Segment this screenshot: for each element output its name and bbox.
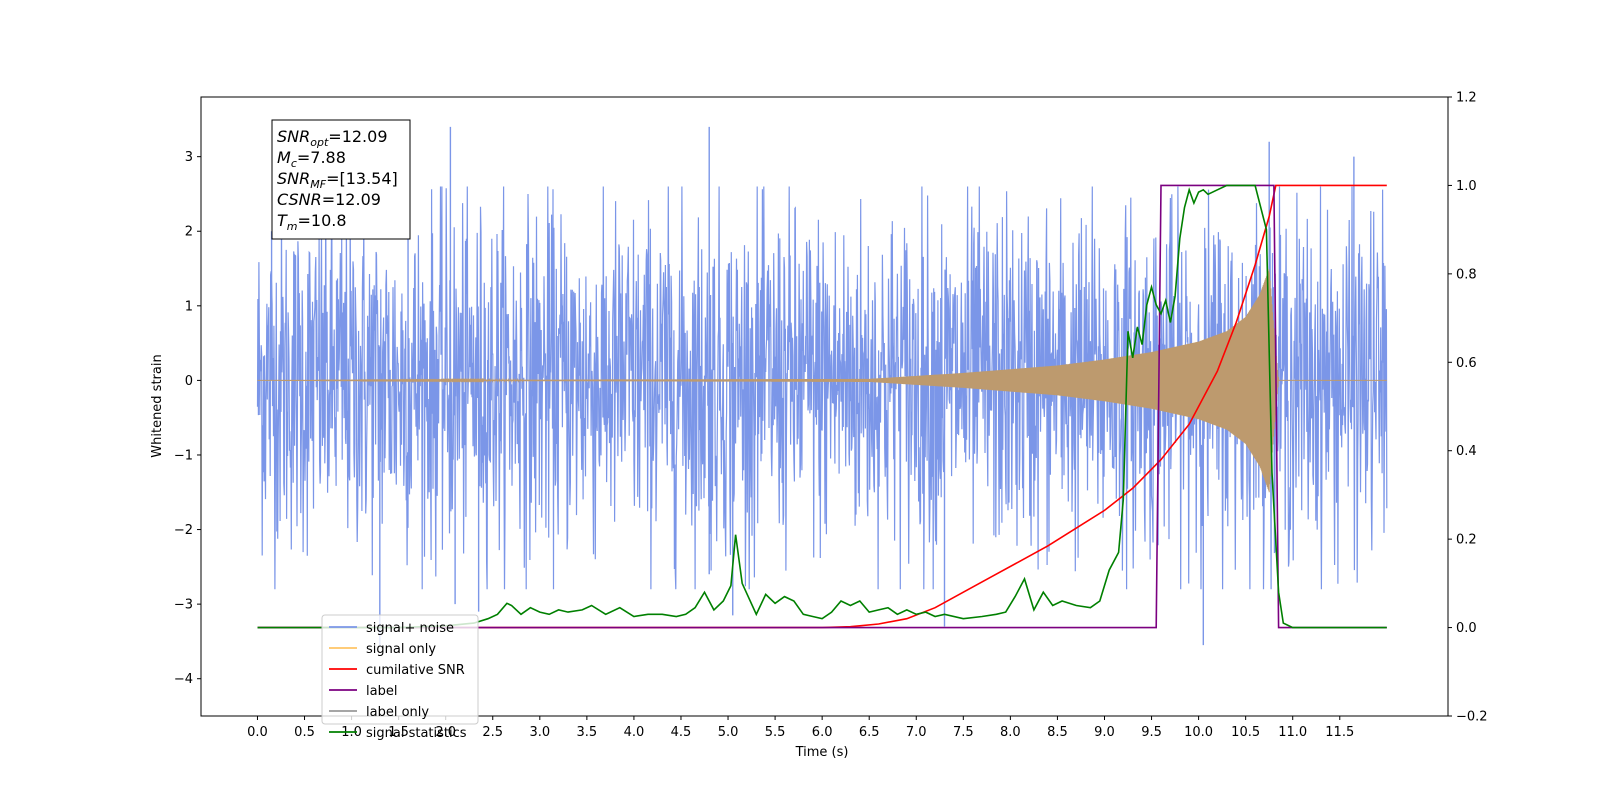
x-tick-label: 9.0: [1094, 725, 1115, 740]
series-signal-noise-line: [256, 186, 1388, 590]
legend-entry: cumilative SNR: [366, 663, 465, 678]
y-axis-right: −0.2 0.0 0.2 0.4 0.6 0.8 1.0 1.2: [1448, 91, 1488, 725]
x-tick-label: 7.0: [906, 725, 927, 740]
x-tick-label: 11.0: [1278, 725, 1307, 740]
x-tick-label: 6.0: [812, 725, 833, 740]
y-axis-title: Whitened strain: [150, 354, 165, 457]
x-axis: 0.0 0.5 1.0 1.5 2.0 2.5 3.0 3.5 4.0 4.5 5.0 5.5 6.0 6…: [247, 716, 1354, 740]
x-tick-label: 6.5: [859, 725, 880, 740]
series-signal-noise: [256, 126, 1388, 646]
legend-entry: label only: [366, 705, 429, 720]
y-tick-label: 2: [185, 225, 193, 240]
series-signal-only: [257, 269, 1387, 493]
info-line: SNRopt=12.09: [277, 127, 388, 149]
x-tick-label: 8.0: [1000, 725, 1021, 740]
y2-tick-label: 0.6: [1456, 356, 1477, 371]
x-tick-label: 3.0: [529, 725, 550, 740]
y-tick-label: −1: [174, 448, 193, 463]
x-tick-label: 5.0: [718, 725, 739, 740]
info-line: CSNR=12.09: [277, 190, 381, 209]
x-tick-label: 11.5: [1325, 725, 1354, 740]
plot-frame: [200, 96, 1449, 717]
y-tick-label: −2: [174, 523, 193, 538]
legend-entry: label: [366, 684, 397, 699]
y-axis-left: −4 −3 −2 −1 0 1 2 3: [174, 150, 201, 687]
series-cumulative-snr: [257, 184, 1387, 629]
x-tick-label: 1.5: [388, 725, 409, 740]
x-tick-label: 4.0: [624, 725, 645, 740]
y2-tick-label: 0.2: [1456, 533, 1477, 548]
legend-frame: [321, 614, 479, 725]
info-line: SNRMF=[13.54]: [277, 169, 398, 191]
x-tick-label: 9.5: [1141, 725, 1162, 740]
x-tick-label: 7.5: [953, 725, 974, 740]
x-tick-label: 4.5: [671, 725, 692, 740]
info-line: Mc=7.88: [277, 148, 346, 170]
y2-tick-label: 0.0: [1456, 621, 1477, 636]
y-tick-label: 0: [185, 374, 193, 389]
series-layer: [256, 126, 1388, 646]
y2-tick-label: 1.2: [1456, 91, 1477, 106]
x-tick-label: 5.5: [765, 725, 786, 740]
x-tick-label: 2.5: [482, 725, 503, 740]
x-tick-label: 0.5: [294, 725, 315, 740]
x-tick-label: 0.0: [247, 725, 268, 740]
y2-tick-label: 1.0: [1456, 179, 1477, 194]
y-tick-label: 1: [185, 299, 193, 314]
y2-tick-label: −0.2: [1456, 710, 1488, 725]
x-tick-label: 10.5: [1231, 725, 1260, 740]
legend-entry: signal only: [366, 642, 436, 657]
legend-entry: signal statistics: [366, 726, 467, 741]
y-tick-label: −4: [174, 672, 193, 687]
y-tick-label: 3: [185, 150, 193, 165]
x-axis-title: Time (s): [795, 745, 849, 760]
info-box-frame: [271, 119, 411, 240]
x-tick-label: 2.0: [435, 725, 456, 740]
x-tick-label: 3.5: [577, 725, 598, 740]
x-tick-label: 8.5: [1047, 725, 1068, 740]
y-tick-label: −3: [174, 598, 193, 613]
y2-tick-label: 0.8: [1456, 267, 1477, 282]
info-box: SNRopt=12.09Mc=7.88SNRMF=[13.54]CSNR=12.…: [271, 119, 411, 240]
series-signal-statistics: [257, 184, 1387, 629]
x-tick-label: 10.0: [1184, 725, 1213, 740]
legend-entry: signal+ noise: [366, 621, 454, 636]
legend: signal+ noise signal only cumilative SNR la…: [321, 614, 479, 741]
y2-tick-label: 0.4: [1456, 444, 1477, 459]
info-line: Tm=10.8: [277, 211, 347, 233]
